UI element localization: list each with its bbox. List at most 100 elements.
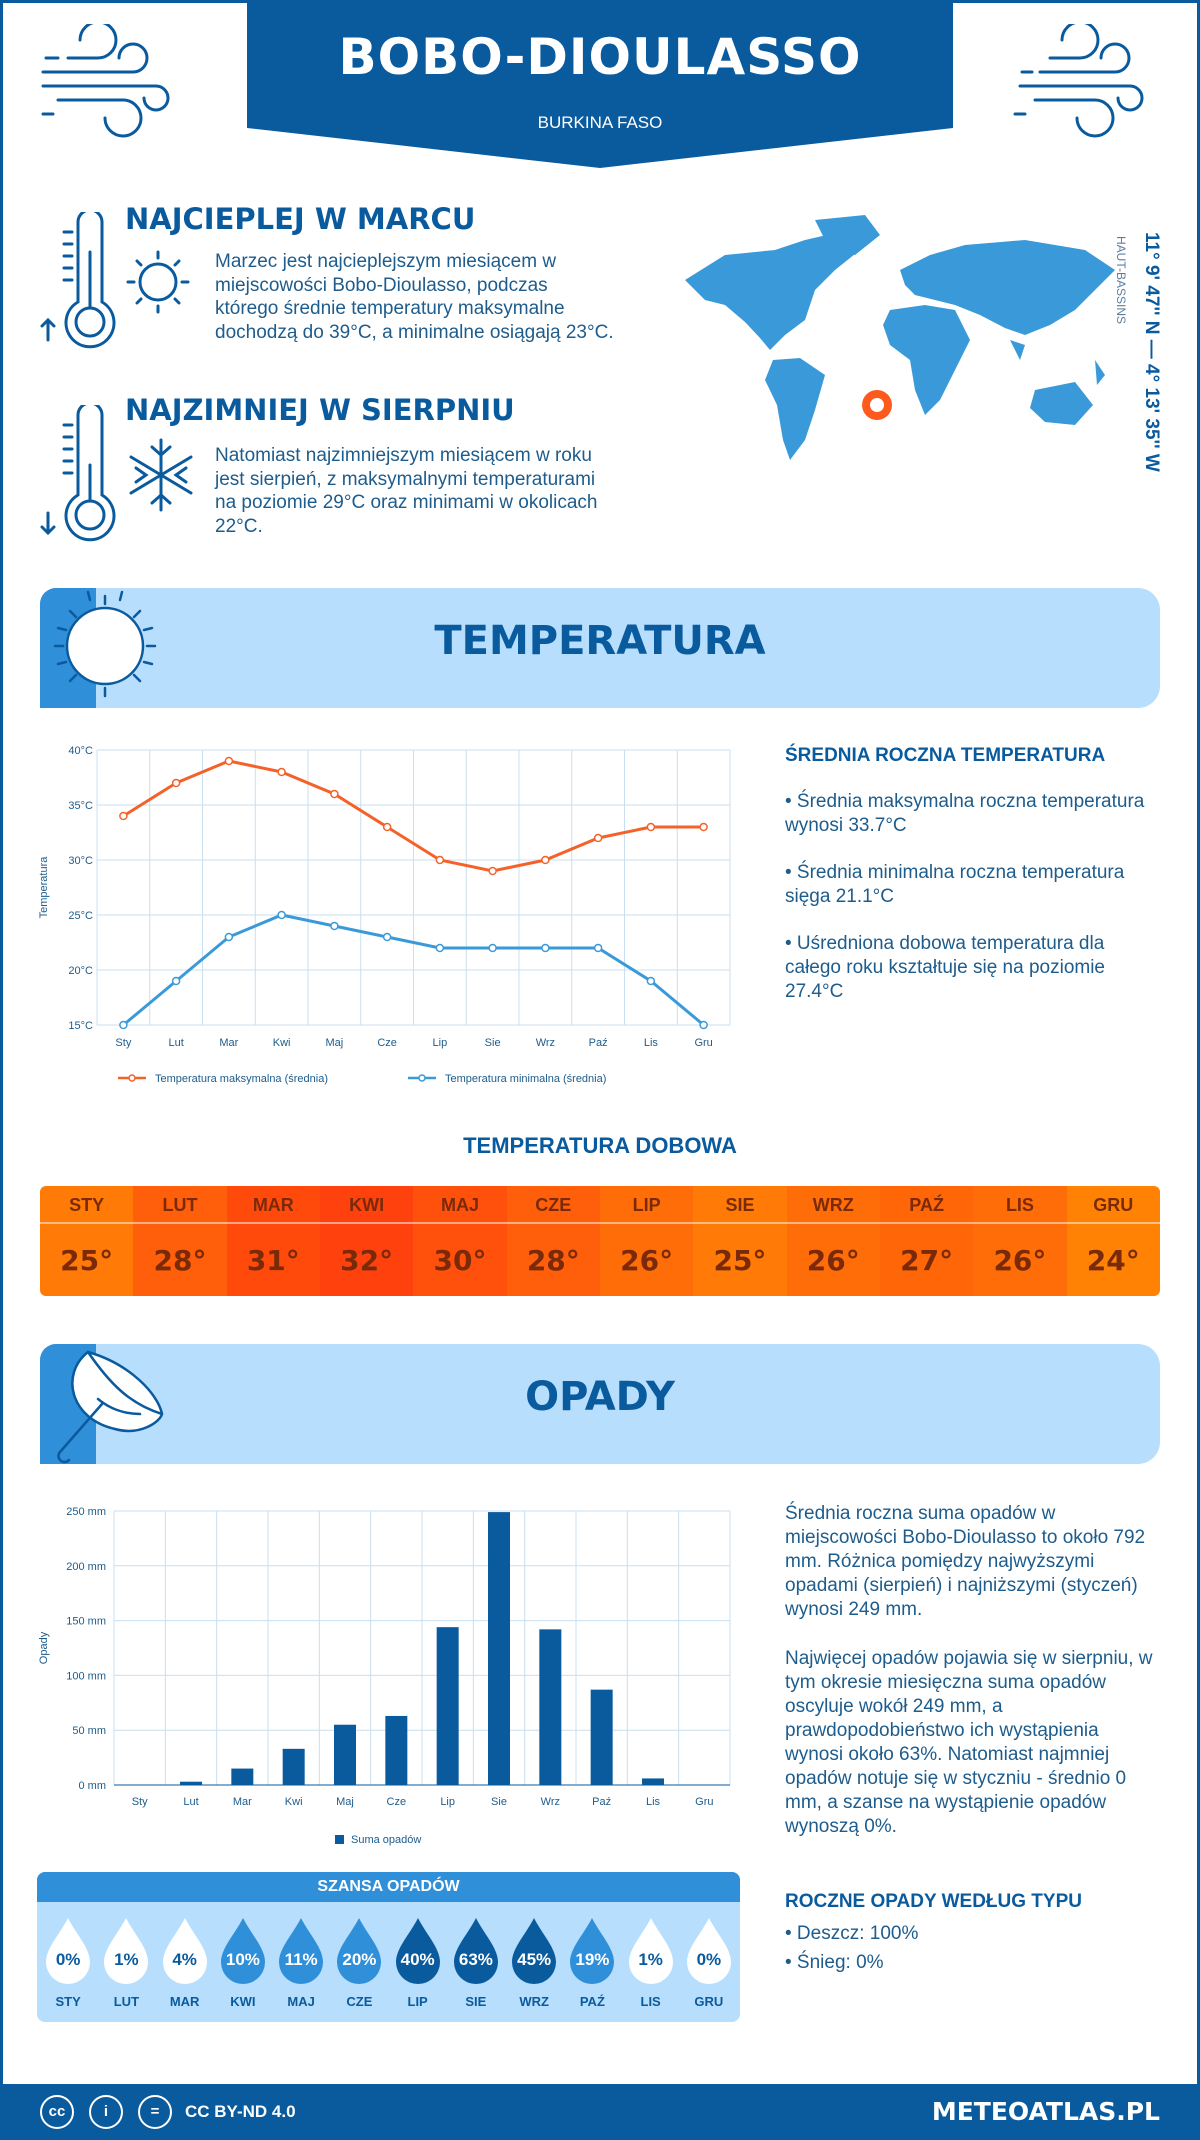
temperature-value: 27° — [900, 1243, 954, 1277]
drop-shape — [453, 1918, 498, 1984]
daily-temperature-cell: GRU 24° — [1066, 1186, 1160, 1296]
month-label: GRU — [1066, 1186, 1160, 1224]
temperature-chart: 15°C 20°C 25°C 30°C 35°C 40°C Sty Lut Mar Kwi Maj C… — [38, 745, 731, 1085]
brand-link[interactable]: METEOATLAS.PL — [931, 2097, 1160, 2126]
chance-value: 1% — [638, 1950, 663, 1969]
daily-temperature-cell: MAR 31° — [226, 1186, 320, 1296]
month-label: MAJ — [287, 1994, 315, 2009]
drop-shape — [395, 1918, 440, 1984]
legend-swatch — [335, 1835, 344, 1844]
data-point — [382, 932, 392, 942]
drop-icon — [220, 1918, 265, 1984]
month-label: STY — [40, 1186, 134, 1224]
daily-temperature-cell: PAŹ 27° — [879, 1186, 974, 1296]
footer: cc i = CC BY-ND 4.0 METEOATLAS.PL — [0, 2084, 1200, 2140]
y-tick-label: 0 mm — [79, 1780, 107, 1792]
sun-icon — [40, 588, 180, 723]
data-point — [593, 833, 603, 843]
x-tick-label: Gru — [694, 1037, 712, 1049]
data-point — [488, 866, 497, 876]
drop-icon — [395, 1918, 440, 1984]
chance-value: 19% — [575, 1950, 610, 1969]
y-tick-label: 25°C — [68, 910, 93, 922]
y-tick-label: 100 mm — [66, 1670, 106, 1682]
data-point — [435, 855, 445, 865]
series-line — [122, 759, 704, 873]
month-label: SIE — [465, 1994, 487, 2009]
data-point — [541, 855, 550, 865]
x-tick-label: Lip — [440, 1796, 455, 1808]
x-tick-label: Mar — [233, 1796, 252, 1808]
temperature-value: 25° — [713, 1243, 767, 1277]
x-tick-label: Lut — [168, 1037, 183, 1049]
location-marker-icon — [862, 390, 892, 420]
drop-icon — [46, 1918, 91, 1984]
month-label: CZE — [346, 1994, 373, 2009]
precip-bar — [539, 1629, 562, 1785]
x-tick-label: Sty — [115, 1037, 131, 1049]
temperature-value: 26° — [620, 1243, 674, 1277]
x-tick-label: Maj — [336, 1796, 354, 1808]
header-banner — [247, 0, 953, 170]
month-label: MAR — [169, 1994, 200, 2009]
chance-value: 20% — [342, 1950, 377, 1969]
month-label: LUT — [113, 1994, 140, 2009]
month-label: GRU — [694, 1994, 724, 2009]
daily-temperature-cell: LUT 28° — [133, 1186, 227, 1296]
chance-value: 11% — [284, 1950, 318, 1969]
x-tick-label: Cze — [377, 1037, 397, 1049]
no-derivatives-icon: = — [138, 2095, 172, 2129]
chance-item: 63% SIE — [447, 1916, 505, 2009]
daily-temperature-cell: MAJ 30° — [413, 1186, 507, 1296]
month-label: PAŹ — [879, 1186, 974, 1224]
precip-bar — [590, 1689, 613, 1785]
temperature-value: 28° — [153, 1243, 207, 1277]
daily-temperature-cell: SIE 25° — [693, 1186, 787, 1296]
data-point — [488, 943, 497, 953]
chance-value: 1% — [114, 1950, 139, 1969]
precip-bar — [642, 1778, 664, 1785]
chance-value: 0% — [55, 1950, 81, 1969]
temperature-avg-text: • Uśredniona dobowa temperatura dla całe… — [785, 933, 1106, 1002]
coldest-text: Natomiast najzimniejszym miesiącem w rok… — [215, 445, 598, 537]
month-label: WRZ — [786, 1186, 880, 1224]
data-point — [593, 943, 603, 953]
precipitation-chance-panel: SZANSA OPADÓW 0% STY 1% LUT 4% MAR 10% KWI 11% MA… — [37, 1872, 740, 2022]
coordinates: 11° 9' 47'' N — 4° 13' 35'' W HAUT-BASSI… — [1114, 232, 1170, 482]
data-point — [224, 756, 234, 766]
x-tick-label: Sie — [485, 1037, 501, 1049]
y-tick-label: 200 mm — [66, 1561, 106, 1573]
chance-item: 10% KWI — [214, 1916, 272, 2009]
legend-label: Temperatura minimalna (średnia) — [445, 1073, 606, 1085]
coordinates-text: 11° 9' 47'' N — 4° 13' 35'' W — [1141, 232, 1162, 472]
legend-label: Temperatura maksymalna (średnia) — [155, 1073, 328, 1085]
daily-temperature-cell: LIS 26° — [973, 1186, 1067, 1296]
coldest-title: NAJZIMNIEJ W SIERPNIU — [125, 393, 515, 427]
month-label: PAŹ — [579, 1994, 605, 2009]
x-tick-label: Lis — [644, 1037, 659, 1049]
x-tick-label: Mar — [219, 1037, 238, 1049]
y-tick-label: 40°C — [68, 745, 93, 757]
chance-value: 4% — [172, 1950, 197, 1969]
data-point — [119, 1020, 128, 1030]
x-tick-label: Sty — [132, 1796, 148, 1808]
drop-shape — [46, 1918, 91, 1984]
precip-bar — [436, 1627, 459, 1785]
drop-icon — [512, 1918, 557, 1984]
y-tick-label: 20°C — [68, 965, 93, 977]
precipitation-snow-text: • Śnieg: 0% — [785, 1952, 884, 1973]
precip-bar — [231, 1768, 254, 1785]
data-point — [382, 822, 392, 832]
drop-shape — [104, 1918, 149, 1984]
data-point — [277, 767, 286, 777]
world-map — [665, 210, 1125, 515]
city-name: BOBO-DIOULASSO — [338, 28, 862, 86]
daily-temperature-table: STY 25° LUT 28° MAR 31° KWI 32° MAJ 30° CZE 28° LIP 2… — [40, 1186, 1160, 1296]
temperature-value: 25° — [60, 1243, 114, 1277]
drop-icon — [570, 1918, 615, 1984]
precipitation-chance-drops: 0% STY 1% LUT 4% MAR 10% KWI 11% MAJ 20% CZE 40% LIP 6… — [37, 1902, 740, 2009]
temperature-section-header: TEMPERATURA — [40, 588, 1160, 708]
y-tick-label: 35°C — [68, 800, 93, 812]
chance-item: 4% MAR — [156, 1916, 214, 2009]
data-point — [646, 976, 656, 986]
